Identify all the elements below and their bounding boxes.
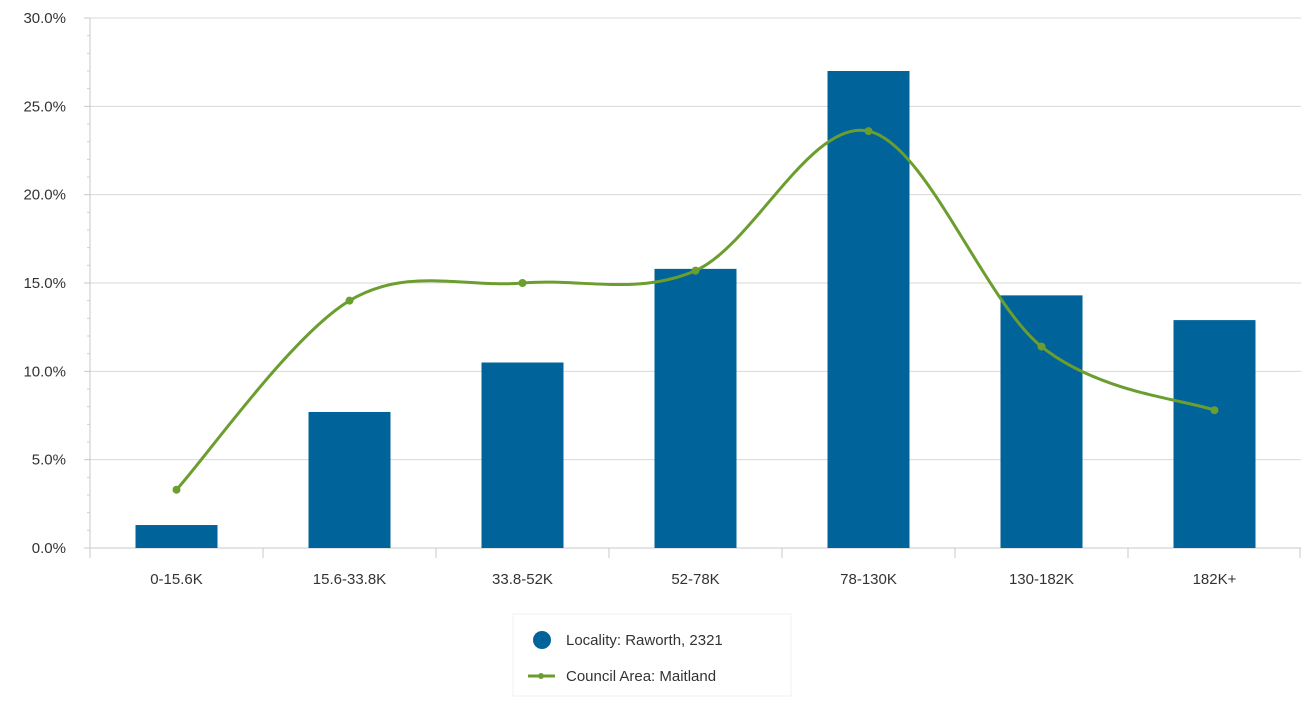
y-axis: 0.0% 5.0% 10.0% 15.0% 20.0% 25.0% 30.0% bbox=[23, 10, 91, 557]
bar bbox=[135, 525, 218, 548]
x-tick-label: 78-130K bbox=[840, 571, 897, 588]
bar bbox=[827, 71, 910, 548]
x-axis: 0-15.6K 15.6-33.8K 33.8-52K 52-78K 78-130K 13… bbox=[89, 547, 1301, 588]
legend-label-locality: Locality: Raworth, 2321 bbox=[566, 632, 723, 649]
series-line bbox=[175, 128, 1216, 491]
line-point bbox=[1210, 406, 1219, 415]
y-tick-label: 5.0% bbox=[32, 452, 66, 469]
legend-label-council: Council Area: Maitland bbox=[566, 668, 716, 685]
y-tick-label: 10.0% bbox=[23, 363, 66, 380]
x-tick-label: 52-78K bbox=[671, 571, 719, 588]
legend: Locality: Raworth, 2321 Council Area: Ma… bbox=[512, 613, 792, 697]
line-point bbox=[345, 296, 354, 305]
x-tick-label: 130-182K bbox=[1009, 571, 1074, 588]
legend-line-dot bbox=[538, 673, 544, 679]
bar-series bbox=[135, 71, 1256, 548]
x-tick-label: 0-15.6K bbox=[150, 571, 203, 588]
x-tick-label: 15.6-33.8K bbox=[313, 571, 386, 588]
y-tick-label: 25.0% bbox=[23, 98, 66, 115]
bar bbox=[654, 268, 737, 548]
line-series bbox=[172, 127, 1219, 494]
y-tick-label: 0.0% bbox=[32, 540, 66, 557]
line-point bbox=[1037, 342, 1046, 351]
line-point bbox=[172, 485, 181, 494]
bar bbox=[1000, 295, 1083, 548]
y-tick-label: 15.0% bbox=[23, 275, 66, 292]
bar bbox=[308, 411, 391, 548]
x-tick-label: 33.8-52K bbox=[492, 571, 553, 588]
legend-box bbox=[512, 613, 792, 697]
x-tick-label: 182K+ bbox=[1193, 571, 1237, 588]
bar bbox=[481, 362, 564, 548]
line-point bbox=[691, 266, 700, 275]
line-point bbox=[518, 279, 527, 287]
y-tick-label: 20.0% bbox=[23, 187, 66, 204]
line-point bbox=[864, 127, 873, 136]
bar bbox=[1173, 320, 1256, 548]
y-tick-label: 30.0% bbox=[23, 10, 66, 27]
legend-bar-marker bbox=[533, 631, 551, 649]
